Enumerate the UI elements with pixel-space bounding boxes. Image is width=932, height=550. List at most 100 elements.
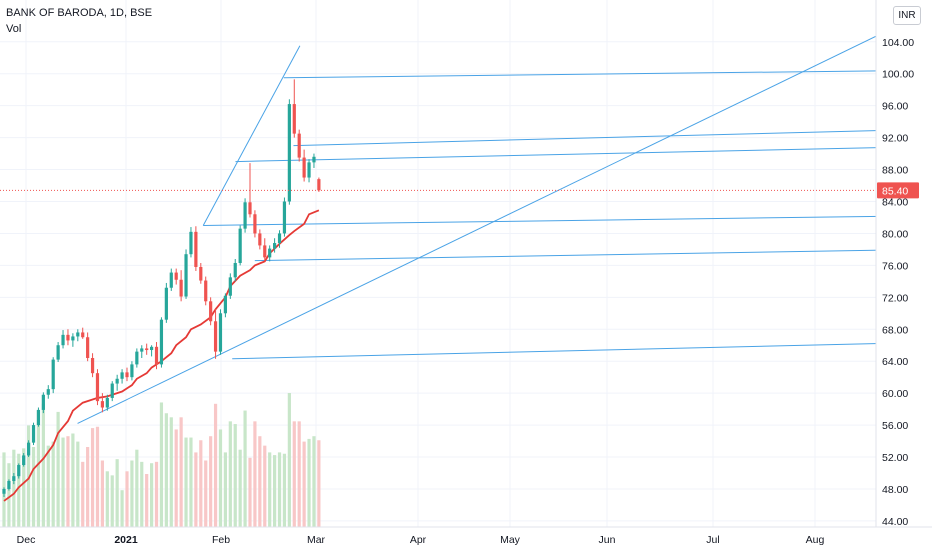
- candle-body: [268, 248, 272, 258]
- candle: [17, 463, 21, 479]
- candle-body: [273, 243, 277, 249]
- volume-bar: [312, 436, 316, 528]
- candle-body: [66, 334, 70, 341]
- volume-bar: [179, 417, 183, 528]
- candle: [194, 226, 198, 271]
- candle-body: [61, 334, 65, 346]
- candlesticks[interactable]: [2, 79, 321, 497]
- candle: [174, 268, 178, 285]
- candle: [302, 149, 306, 182]
- candle: [238, 225, 242, 266]
- volume-bar: [81, 461, 85, 528]
- volume-bar: [12, 449, 16, 528]
- volume-bar: [273, 455, 277, 528]
- volume-bar: [125, 471, 129, 528]
- trendlines[interactable]: [77, 21, 932, 424]
- time-tick-label: May: [500, 534, 521, 546]
- volume-bar: [76, 441, 80, 528]
- candle: [22, 453, 26, 467]
- price-tick-label: 60.00: [882, 388, 908, 400]
- candle-body: [125, 372, 129, 378]
- time-tick-label: Feb: [212, 534, 230, 546]
- candle: [2, 487, 6, 497]
- price-tick-label: 48.00: [882, 484, 908, 496]
- candle-body: [223, 295, 227, 314]
- volume-bar: [238, 449, 242, 528]
- candle-body: [258, 233, 262, 246]
- price-tick-label: 44.00: [882, 516, 908, 528]
- volume-bar: [287, 393, 291, 528]
- price-tick-label: 76.00: [882, 260, 908, 272]
- volume-bar: [209, 436, 213, 528]
- candle-body: [56, 345, 60, 360]
- candle-body: [31, 425, 36, 443]
- candle-body: [213, 321, 218, 352]
- time-axis-bg: [0, 527, 932, 550]
- price-tick-label: 88.00: [882, 165, 908, 177]
- candle-body: [282, 201, 287, 234]
- candle-body: [12, 476, 16, 481]
- trendline: [293, 128, 932, 147]
- candle: [199, 262, 203, 284]
- volume-bar: [105, 471, 109, 528]
- candle: [233, 258, 237, 282]
- candle: [51, 357, 55, 394]
- volume-bar: [56, 411, 60, 528]
- price-tick-label: 92.00: [882, 133, 908, 145]
- time-tick-label: Jul: [706, 534, 719, 546]
- candle: [248, 163, 252, 218]
- candle-body: [159, 319, 164, 365]
- candle-body: [130, 364, 134, 378]
- volume-bar: [41, 403, 45, 528]
- candle: [154, 342, 159, 370]
- volume-bar: [22, 448, 26, 528]
- price-axis-bg: [876, 0, 932, 550]
- candle: [273, 238, 277, 253]
- candle-body: [7, 480, 11, 489]
- candle-body: [277, 233, 282, 244]
- candle: [282, 197, 287, 237]
- price-axis[interactable]: 44.00 48.00 52.00 56.00 60.00 64.00 68.00 72.00…: [875, 0, 932, 550]
- time-tick-label: 2021: [114, 534, 138, 546]
- candle: [41, 392, 45, 414]
- volume-bar: [228, 421, 232, 528]
- candle-body: [218, 313, 223, 352]
- volume-bar: [130, 460, 134, 528]
- candle: [120, 369, 124, 384]
- candle-body: [233, 262, 237, 278]
- volume-bar: [302, 441, 306, 528]
- time-tick-label: Apr: [410, 534, 427, 546]
- candle-body: [86, 337, 90, 359]
- candle: [189, 227, 193, 258]
- candle: [31, 422, 36, 446]
- time-axis[interactable]: Dec 2021 Feb Mar Apr May Jun Jul Aug: [0, 526, 932, 550]
- candle-body: [302, 157, 306, 178]
- price-tick-label: 52.00: [882, 452, 908, 464]
- trendline: [283, 69, 932, 79]
- volume-bar: [253, 421, 257, 528]
- candle: [184, 249, 188, 299]
- time-tick-label: Mar: [307, 534, 326, 546]
- volume-bar: [169, 417, 173, 528]
- volume-bar: [218, 429, 223, 528]
- volume-bar: [36, 410, 41, 528]
- candle-body: [105, 397, 109, 408]
- candle-body: [228, 277, 232, 296]
- volume-legend: Vol: [6, 23, 22, 35]
- candle-body: [164, 287, 168, 320]
- volume-bar: [100, 460, 104, 528]
- candle-body: [145, 348, 149, 351]
- candle-body: [140, 348, 144, 352]
- candle-body: [238, 228, 242, 263]
- volume-bar: [213, 403, 218, 528]
- volume-bar: [86, 447, 90, 528]
- candle: [7, 479, 11, 491]
- candle: [140, 345, 144, 359]
- chart-grid: [0, 0, 876, 527]
- candle: [12, 472, 16, 485]
- currency-button[interactable]: INR: [893, 6, 921, 25]
- trendline: [203, 215, 932, 226]
- candle: [115, 374, 119, 391]
- volume-bar: [258, 436, 262, 528]
